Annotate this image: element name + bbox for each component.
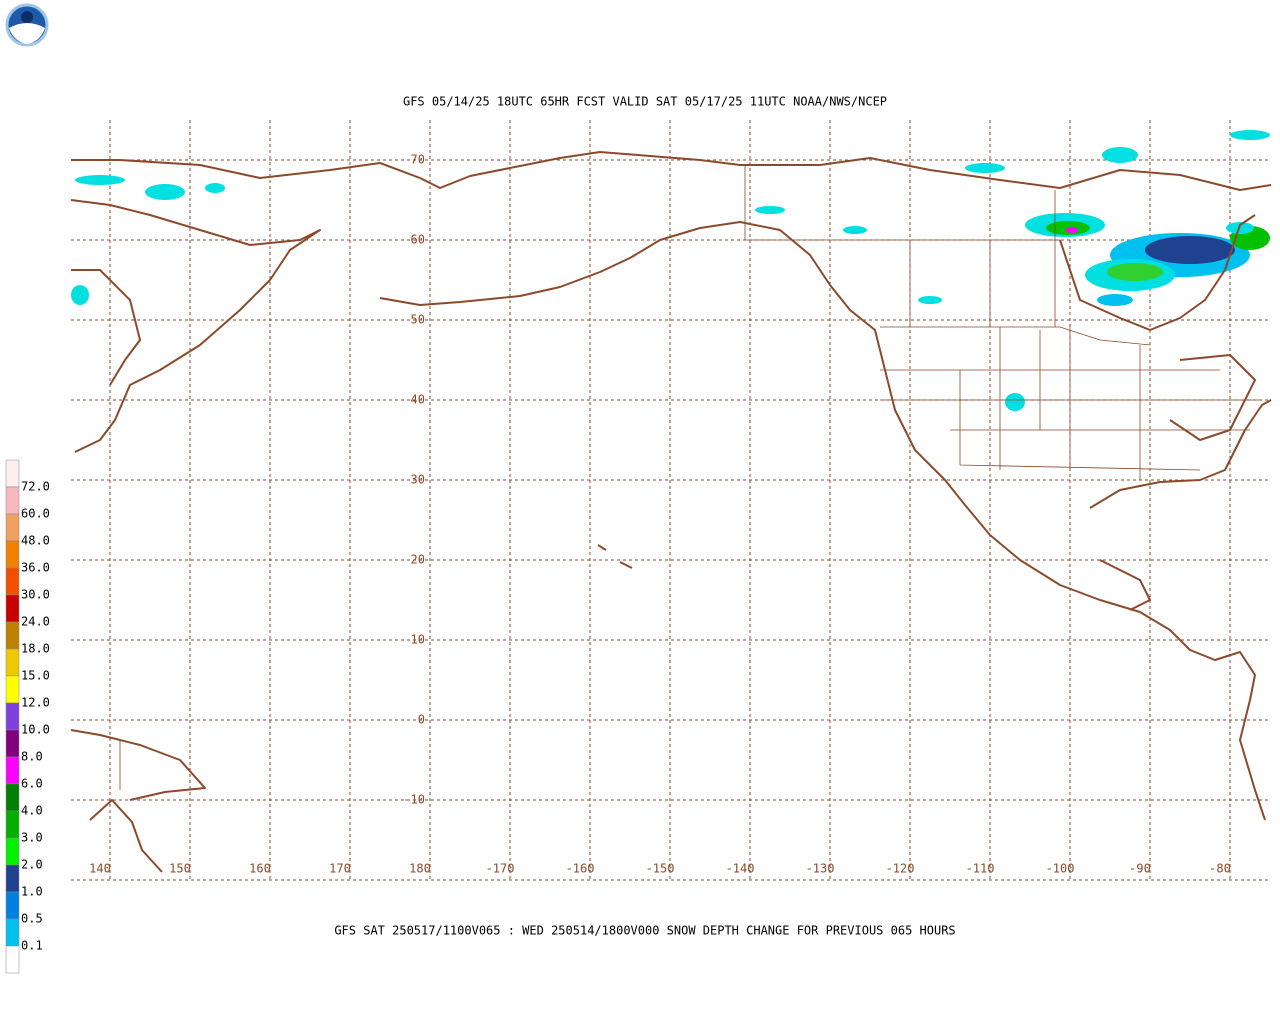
map-title: GFS 05/14/25 18UTC 65HR FCST VALID SAT 0… [403,95,887,109]
lon-label: 150 [169,862,191,876]
lon-label: -100 [1046,862,1075,876]
lon-label: -160 [566,862,595,876]
legend-swatch [5,648,20,677]
legend-label: 4.0 [21,804,43,818]
legend-label: 0.5 [21,912,43,926]
legend-label: 48.0 [21,534,50,548]
legend-label: 15.0 [21,669,50,683]
lon-label: -170 [486,862,515,876]
snow-areas [71,130,1270,411]
legend-swatch [5,675,20,704]
legend-label: 18.0 [21,642,50,656]
legend-label: 3.0 [21,831,43,845]
legend-swatch [5,459,20,488]
map-caption: GFS SAT 250517/1100V065 : WED 250514/180… [334,924,955,938]
lon-label: -140 [726,862,755,876]
lon-label: 140 [89,862,111,876]
legend-swatch [5,621,20,650]
legend-label: 2.0 [21,858,43,872]
legend-label: 10.0 [21,723,50,737]
legend-swatch [5,540,20,569]
legend-swatch [5,837,20,866]
legend-label: 1.0 [21,885,43,899]
lat-label: -10 [403,793,425,807]
legend-swatch [5,918,20,947]
lon-label: -150 [646,862,675,876]
legend-label: 72.0 [21,480,50,494]
legend-label: 6.0 [21,777,43,791]
lat-label: 60 [411,233,425,247]
legend-swatch [5,783,20,812]
lat-label: 70 [411,153,425,167]
legend-swatch [5,567,20,596]
political-borders [119,165,1260,790]
lon-label: 180 [409,862,431,876]
lon-label: -80 [1209,862,1231,876]
legend-label: 24.0 [21,615,50,629]
legend-swatch [5,945,20,974]
lon-label: 160 [249,862,271,876]
legend-label: 8.0 [21,750,43,764]
lon-label: -130 [806,862,835,876]
lat-label: 20 [411,553,425,567]
legend-swatch [5,891,20,920]
legend-swatch [5,594,20,623]
lon-label: 170 [329,862,351,876]
lat-label: 50 [411,313,425,327]
lat-label: 0 [418,713,425,727]
lat-label: 10 [411,633,425,647]
legend-swatch [5,810,20,839]
lat-label: 30 [411,473,425,487]
lat-label: 40 [411,393,425,407]
legend-swatch [5,513,20,542]
legend-swatch [5,486,20,515]
legend-swatch [5,702,20,731]
legend-label: 12.0 [21,696,50,710]
legend-swatch [5,864,20,893]
noaa-logo [5,3,49,47]
legend-label: 36.0 [21,561,50,575]
legend-swatch [5,756,20,785]
coastlines [70,151,1272,873]
lon-label: -120 [886,862,915,876]
lon-label: -110 [966,862,995,876]
legend-label: 30.0 [21,588,50,602]
lon-label: -90 [1129,862,1151,876]
legend-swatch [5,729,20,758]
legend-label: 60.0 [21,507,50,521]
legend: 72.0 60.0 48.0 36.0 30.0 24.0 18.0 15.0 12.0 10.0… [5,459,50,974]
legend-label: 0.1 [21,939,43,953]
